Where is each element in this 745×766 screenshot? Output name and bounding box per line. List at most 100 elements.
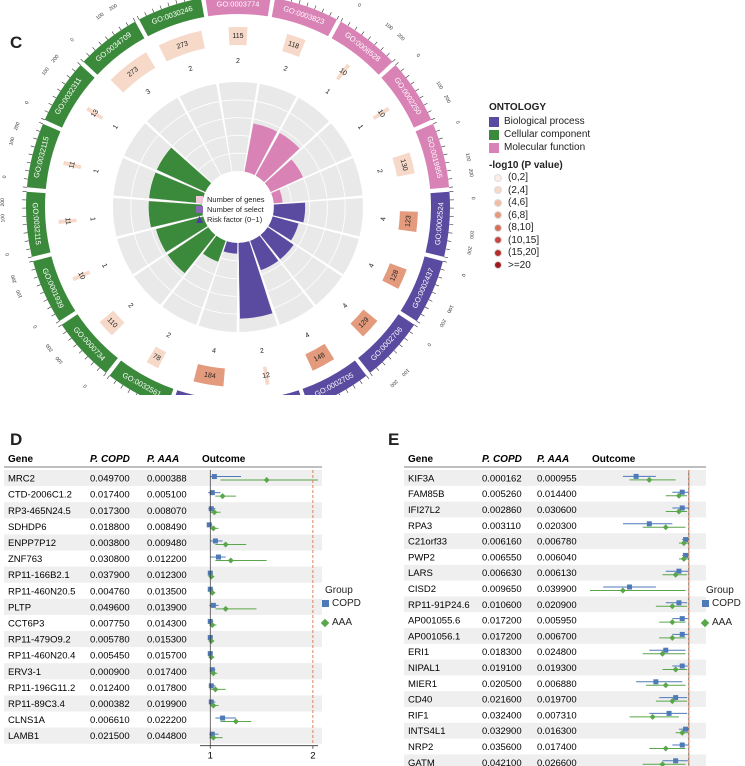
aaa-point	[209, 589, 216, 596]
aaa-point	[646, 476, 653, 483]
risk-grid-arc	[183, 277, 209, 292]
band-tick	[361, 31, 365, 35]
go-term-band	[415, 123, 450, 190]
go-term-band	[61, 314, 118, 373]
band-tick	[52, 95, 57, 99]
copd-point	[209, 731, 215, 737]
band-tick	[66, 74, 71, 78]
copd-point	[215, 554, 221, 560]
risk-grid-arc	[133, 234, 148, 265]
gene-count-label: 13	[90, 108, 100, 118]
band-tick	[111, 31, 115, 35]
band-tick-label: 100	[434, 80, 444, 90]
gene-count-label: 11	[68, 161, 77, 170]
pvalue-dot	[494, 223, 502, 232]
band-tick-label: 100	[41, 66, 51, 76]
band-tick	[448, 178, 453, 180]
band-tick	[410, 81, 415, 85]
aaa-point	[672, 666, 679, 673]
p-copd-value: 0.006630	[482, 568, 522, 579]
band-tick	[420, 313, 425, 317]
p-copd-value: 0.020500	[482, 679, 522, 690]
gene-count-label: 148	[313, 352, 327, 364]
aaa-point	[222, 541, 229, 548]
risk-grid-arc	[282, 246, 298, 264]
p-aaa-value: 0.006880	[537, 679, 577, 690]
gene-name: KIF3A	[408, 473, 435, 484]
band-tick	[51, 313, 56, 317]
band-tick	[367, 36, 371, 40]
risk-grid-arc	[319, 171, 328, 199]
p-aaa-value: 0.013900	[147, 602, 187, 613]
go-term-band	[331, 21, 393, 75]
gene-name: CCT6P3	[8, 618, 44, 629]
gene-name: FAM85B	[408, 489, 444, 500]
copd-point	[666, 710, 672, 716]
risk-grid-arc	[196, 118, 223, 129]
go-term-id: GO:0003774	[217, 0, 260, 8]
p-copd-value: 0.017400	[90, 490, 130, 501]
band-tick-label: 0	[2, 175, 8, 179]
band-tick-label: 200	[467, 168, 474, 177]
table-header: P. AAA	[537, 454, 569, 465]
band-tick-label: 0	[356, 2, 362, 9]
aaa-point	[208, 638, 215, 645]
gene-name: C21orf33	[408, 537, 447, 548]
copd-point	[673, 758, 679, 764]
risk-factor-bar	[156, 216, 208, 253]
p-aaa-value: 0.016300	[537, 726, 577, 737]
aaa-point	[669, 619, 676, 626]
risk-factor-bar	[255, 133, 300, 183]
gene-count-label: 184	[203, 372, 216, 381]
band-tick-label: 100	[55, 355, 65, 365]
band-tick	[25, 170, 30, 172]
risk-factor-bar	[273, 203, 285, 218]
risk-grid-arc	[328, 234, 343, 265]
gene-name: LARS	[408, 568, 433, 579]
p-copd-value: 0.005260	[482, 489, 522, 500]
risk-grid-arc	[336, 164, 346, 198]
pvalue-legend-item: (15,20]	[494, 247, 539, 258]
copd-marker-icon	[322, 600, 329, 607]
gene-count-label: 10	[76, 271, 86, 281]
p-aaa-value: 0.014300	[147, 618, 187, 629]
go-term-band	[205, 0, 271, 17]
risk-factor-bar	[167, 227, 216, 274]
p-aaa-value: 0.012300	[147, 570, 187, 581]
risk-grid-arc	[204, 308, 237, 315]
p-copd-value: 0.005780	[90, 635, 130, 646]
band-tick	[105, 36, 109, 40]
select-count-label: 1	[89, 217, 96, 222]
risk-grid-arc	[317, 134, 337, 164]
copd-point	[679, 663, 685, 669]
risk-factor-bar	[244, 123, 278, 176]
band-tick	[61, 81, 66, 85]
copd-point	[679, 505, 685, 511]
legend-aaa-label-d: AAA	[332, 617, 353, 628]
gene-name: MRC2	[8, 474, 35, 485]
p-aaa-value: 0.020300	[537, 521, 577, 532]
copd-point	[209, 490, 215, 496]
pvalue-legend-item: (8,10]	[494, 222, 534, 233]
band-tick-label: 200	[50, 54, 60, 64]
p-aaa-value: 0.014400	[537, 489, 577, 500]
risk-grid-arc	[159, 112, 187, 134]
ontology-legend-label: Molecular function	[504, 142, 586, 153]
band-tick	[184, 0, 186, 2]
gene-name: CD40	[408, 695, 432, 706]
band-tick	[120, 384, 124, 389]
band-tick-label: 100	[95, 12, 105, 22]
go-term-band	[26, 123, 61, 190]
table-row	[404, 596, 706, 613]
risk-grid-arc	[293, 256, 313, 278]
table-row	[404, 754, 706, 766]
band-tick	[31, 268, 36, 271]
copd-point	[683, 726, 689, 732]
copd-point	[646, 521, 652, 527]
table-row	[4, 598, 322, 615]
gene-count-bar	[72, 270, 91, 282]
forest-plot-d: Gene P. COPD P. AAA Outcome MRC2 0.049700 0.00…	[4, 454, 322, 762]
table-row	[404, 628, 706, 644]
go-term-band	[381, 65, 432, 128]
band-tick	[24, 240, 29, 242]
